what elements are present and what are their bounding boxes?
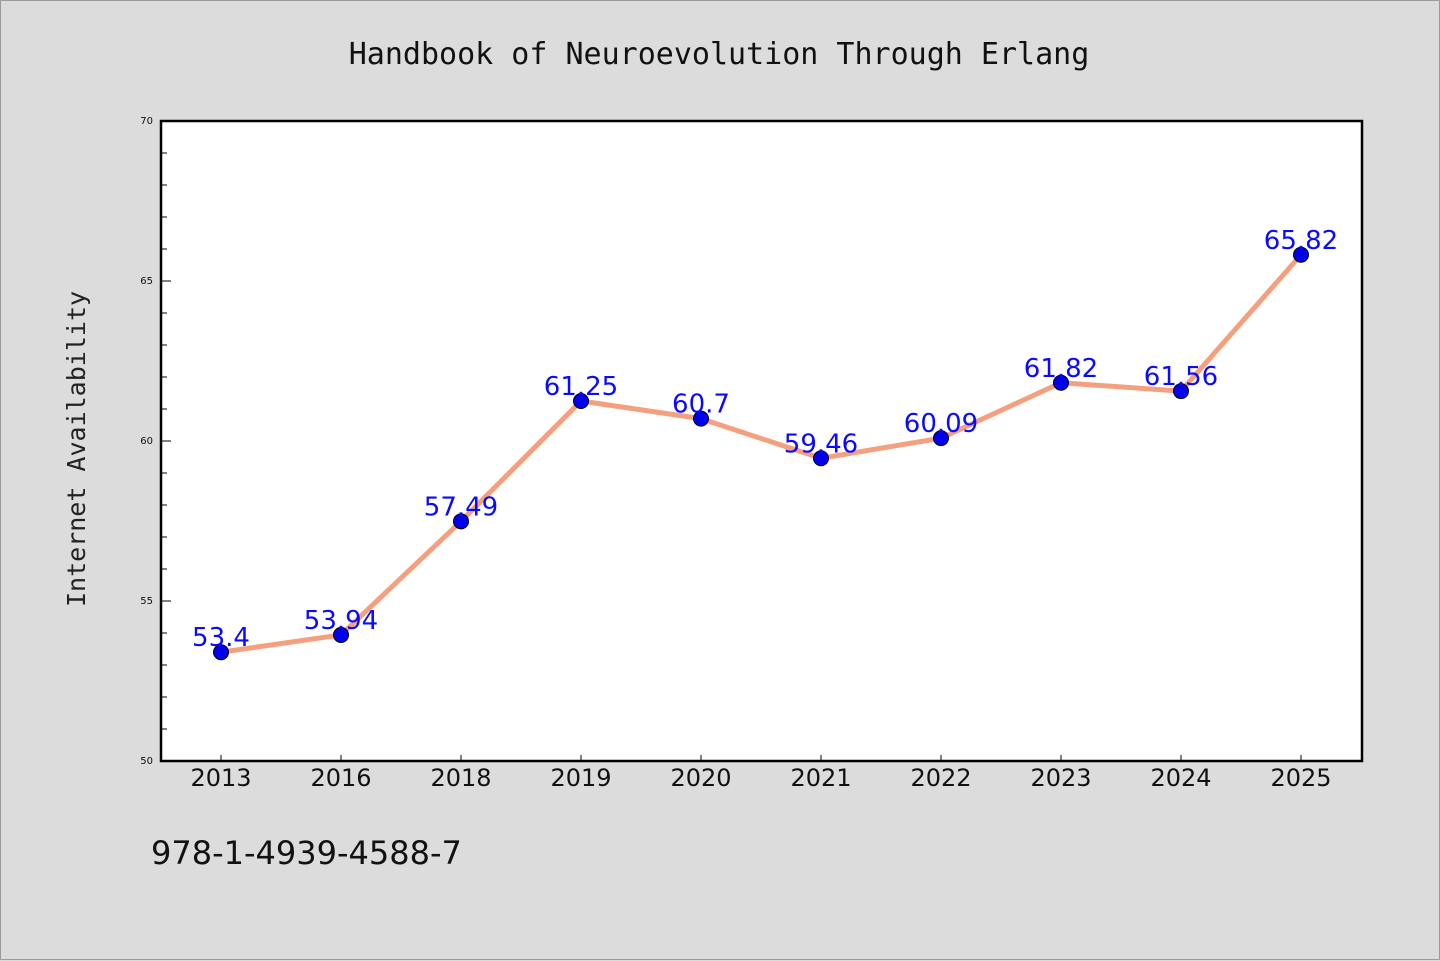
data-point — [333, 626, 349, 643]
data-label: 61.25 — [544, 372, 618, 402]
x-tick-label: 2022 — [910, 764, 971, 792]
data-point — [1173, 383, 1189, 400]
x-tick-label: 2013 — [190, 764, 251, 792]
y-tick-label: 60 — [140, 436, 153, 447]
data-label: 53.4 — [192, 623, 250, 653]
isbn-footnote: 978-1-4939-4588-7 — [151, 834, 462, 872]
y-axis: 50 55 60 65 70 — [140, 116, 171, 767]
data-point — [573, 393, 589, 409]
data-point — [213, 644, 229, 661]
data-point — [813, 450, 829, 467]
chart-title: Handbook of Neuroevolution Through Erlan… — [349, 37, 1090, 72]
x-tick-label: 2023 — [1030, 764, 1091, 792]
series-markers — [213, 246, 1309, 661]
data-label: 61.82 — [1024, 354, 1098, 384]
y-tick-label: 50 — [140, 756, 153, 767]
x-tick-label: 2025 — [1270, 764, 1331, 792]
data-point — [933, 430, 949, 447]
x-axis: 2013 2016 2018 2019 2020 2021 2022 2023 2024 2025 — [190, 755, 1332, 792]
data-label: 57.49 — [424, 492, 498, 522]
data-label: 65.82 — [1264, 226, 1338, 256]
x-tick-label: 2020 — [670, 764, 731, 792]
x-tick-label: 2016 — [310, 764, 371, 792]
x-tick-label: 2021 — [790, 764, 851, 792]
y-axis-label: Internet Availability — [62, 291, 91, 607]
y-tick-label: 55 — [140, 596, 153, 607]
data-point — [693, 410, 709, 427]
data-point — [1293, 246, 1309, 263]
x-tick-label: 2018 — [430, 764, 491, 792]
data-label: 60.7 — [672, 390, 730, 420]
data-label: 59.46 — [784, 429, 858, 459]
y-tick-label: 65 — [140, 276, 153, 287]
data-label: 60.09 — [904, 409, 978, 439]
y-tick-label: 70 — [140, 116, 153, 127]
data-labels: 53.4 53.94 57.49 61.25 60.7 59.46 60.09 61.82 61… — [192, 226, 1338, 653]
data-label: 53.94 — [304, 606, 378, 636]
series-line — [218, 252, 1304, 655]
data-point — [453, 513, 469, 530]
x-tick-label: 2019 — [550, 764, 611, 792]
x-tick-label: 2024 — [1150, 764, 1211, 792]
data-label: 61.56 — [1144, 362, 1218, 392]
data-point — [1053, 374, 1069, 391]
